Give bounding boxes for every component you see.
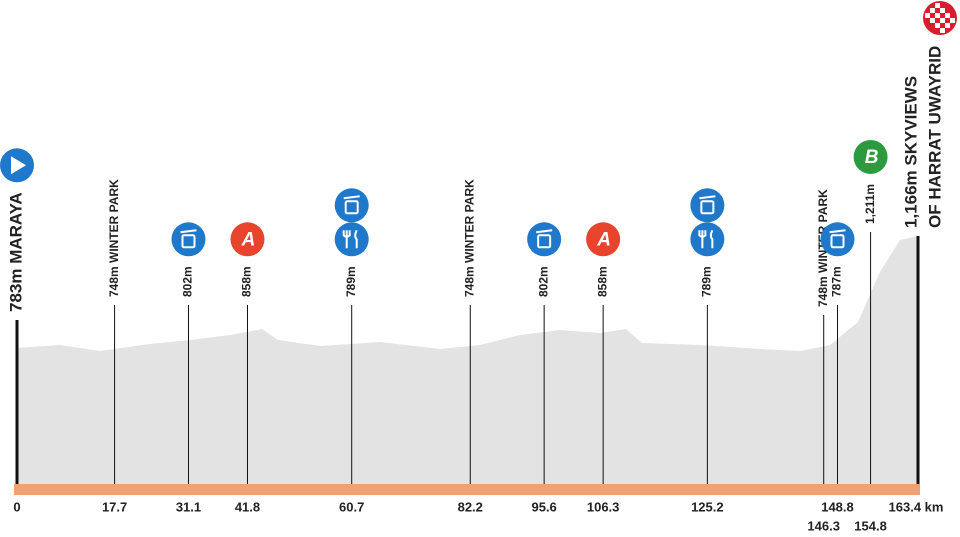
icon-glyph	[700, 200, 715, 215]
icon-glyph	[829, 229, 846, 234]
elevation-label: 748m WINTER PARK	[462, 179, 476, 297]
icon-glyph	[180, 229, 197, 234]
check	[930, 8, 935, 13]
icon-glyph	[343, 195, 360, 200]
icon-bg	[820, 222, 855, 257]
icon-bg	[853, 139, 888, 174]
icon-bg	[690, 222, 725, 257]
km-label: 31.1	[176, 499, 201, 514]
elevation-label: 1,166m SKYVIEWS	[901, 76, 920, 228]
icon-letter: A	[241, 229, 256, 250]
icon-glyph	[11, 156, 26, 175]
icon-bg	[527, 222, 562, 257]
km-label: 154.8	[854, 518, 887, 533]
km-label: 163.4 km	[889, 499, 944, 514]
km-label: 125.2	[691, 499, 724, 514]
check	[935, 13, 940, 18]
elevation-label: 789m	[700, 266, 714, 297]
elevation-label: 858m	[240, 266, 254, 297]
icon-glyph	[342, 229, 358, 249]
icon-food	[334, 222, 369, 257]
icon-letter: B	[865, 147, 879, 168]
check	[935, 23, 940, 28]
km-label: 82.2	[458, 499, 483, 514]
icon-start	[0, 148, 34, 183]
icon-bg	[586, 222, 621, 257]
check	[935, 3, 940, 8]
icon-glyph	[344, 200, 359, 215]
icon-letter: B	[853, 139, 888, 174]
icon-bg	[334, 188, 369, 223]
check	[940, 28, 945, 33]
km-label: 148.8	[821, 499, 854, 514]
km-label: 95.6	[531, 499, 556, 514]
icon-bg	[171, 222, 206, 257]
elevation-label: 748m WINTER PARK	[107, 179, 121, 297]
icon-trash	[527, 222, 562, 257]
icon-trash	[334, 188, 369, 223]
icon-glyph	[536, 229, 553, 234]
icon-glyph	[537, 234, 552, 249]
check	[930, 18, 935, 23]
icon-letter: A	[230, 222, 265, 257]
elevation-label: OF HARRAT UWAYRID	[925, 46, 944, 228]
icon-glyph	[181, 234, 196, 249]
profile-silhouette	[17, 236, 918, 488]
icon-trash	[820, 222, 855, 257]
icon-trash	[171, 222, 206, 257]
km-label: 106.3	[587, 499, 620, 514]
icon-trash	[690, 188, 725, 223]
icon-letter: A	[586, 222, 621, 257]
check	[945, 13, 950, 18]
check	[945, 23, 950, 28]
km-label: 146.3	[807, 518, 840, 533]
elevation-label: 783m MARAYA	[6, 192, 25, 312]
icon-finish	[923, 1, 957, 35]
icon-glyph	[699, 195, 716, 200]
km-label: 17.7	[102, 499, 127, 514]
icon-glyph	[698, 229, 714, 249]
km-label: 0	[13, 499, 20, 514]
check	[940, 18, 945, 23]
km-label: 41.8	[235, 499, 260, 514]
km-label: 60.7	[339, 499, 364, 514]
icon-food	[690, 222, 725, 257]
elevation-label: 787m	[830, 266, 844, 297]
check	[940, 8, 945, 13]
icon-bg	[690, 188, 725, 223]
check	[925, 13, 930, 18]
icon-bg	[230, 222, 265, 257]
elevation-label: 802m	[536, 266, 550, 297]
elevation-label: 789m	[344, 266, 358, 297]
icon-bg	[334, 222, 369, 257]
elevation-label: 858m	[595, 266, 609, 297]
check	[950, 18, 955, 23]
route-bar	[14, 484, 920, 495]
icon-letter: A	[596, 229, 611, 250]
elevation-label: 802m	[181, 266, 195, 297]
icon-glyph	[830, 234, 845, 249]
elevation-label: 1,211m	[863, 184, 877, 224]
